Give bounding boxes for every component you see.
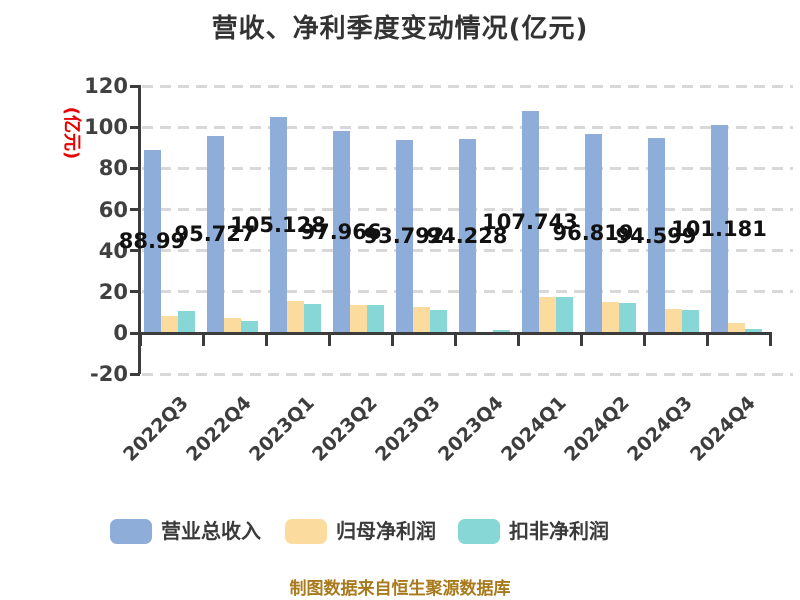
x-tick <box>580 333 583 346</box>
x-axis-label-text: 2024Q1 <box>497 392 572 466</box>
y-tick <box>130 125 140 129</box>
bar-value-label: 94.599 <box>615 223 697 248</box>
x-axis-label-text: 2024Q4 <box>686 392 761 466</box>
bar-total-revenue <box>710 124 728 333</box>
x-tick <box>202 333 205 346</box>
x-axis-label-text: 2022Q3 <box>119 392 194 466</box>
bar-total-revenue <box>458 139 476 333</box>
bar-non-gaap-net-profit <box>177 310 195 333</box>
bar-total-revenue <box>332 131 350 333</box>
x-axis-line <box>137 332 772 335</box>
bar-net-profit <box>349 305 367 333</box>
y-tick-label: 20 <box>98 279 128 304</box>
y-tick-label: 120 <box>84 74 128 98</box>
legend-swatch-net-profit <box>285 519 327 544</box>
legend-label: 扣非净利润 <box>509 519 609 543</box>
x-axis-label-text: 2023Q1 <box>245 392 320 466</box>
bar-value-label: 97.966 <box>300 220 382 245</box>
x-axis-label-text: 2023Q4 <box>434 392 509 466</box>
x-tick <box>391 333 394 346</box>
x-tick <box>643 333 646 346</box>
y-tick <box>130 249 140 253</box>
bar-non-gaap-net-profit <box>366 305 384 333</box>
y-tick-label: -20 <box>90 362 128 387</box>
bar-non-gaap-net-profit <box>303 303 321 333</box>
x-tick <box>328 333 331 346</box>
bar-total-revenue <box>269 116 287 333</box>
bar-total-revenue <box>584 133 602 333</box>
gridline--20 <box>142 372 793 376</box>
legend-swatch-total-revenue <box>110 519 152 544</box>
legend-label: 归母净利润 <box>336 519 436 543</box>
bar-net-profit <box>223 317 241 333</box>
bar-value-label: 96.819 <box>552 221 634 246</box>
legend-swatch-non-gaap-net-profit <box>458 519 500 544</box>
bar-net-profit <box>412 307 430 333</box>
bar-net-profit <box>601 301 619 333</box>
legend-label: 营业总收入 <box>161 519 261 543</box>
bar-value-label: 95.727 <box>174 222 256 247</box>
y-tick-label: 40 <box>98 238 128 263</box>
y-tick-label: 0 <box>113 321 128 345</box>
bar-net-profit <box>727 323 745 333</box>
y-tick <box>130 166 140 170</box>
bar-value-label: 93.792 <box>363 224 445 249</box>
bar-value-label: 107.743 <box>482 210 578 235</box>
bar-non-gaap-net-profit <box>492 330 510 333</box>
x-axis-label-text: 2024Q3 <box>623 392 698 466</box>
y-tick <box>130 84 140 88</box>
bar-non-gaap-net-profit <box>429 310 447 333</box>
bar-total-revenue <box>143 149 161 333</box>
x-tick <box>454 333 457 346</box>
bar-non-gaap-net-profit <box>555 297 573 333</box>
bar-value-label: 94.228 <box>426 224 508 249</box>
x-axis-label-text: 2022Q4 <box>182 392 257 466</box>
y-tick <box>130 208 140 211</box>
gridline-120 <box>142 84 793 88</box>
x-tick <box>265 333 268 346</box>
bar-total-revenue <box>206 135 224 333</box>
bar-non-gaap-net-profit <box>744 328 762 333</box>
bar-net-profit <box>664 309 682 333</box>
bar-value-label: 88.99 <box>118 229 186 254</box>
x-axis-label-text: 2023Q2 <box>308 392 383 466</box>
legend-item-net-profit[interactable]: 归母净利润 <box>285 519 436 544</box>
legend: 营业总收入 归母净利润 扣非净利润 <box>0 519 800 551</box>
y-axis-line <box>138 85 141 374</box>
chart-title: 营收、净利季度变动情况(亿元) <box>211 14 589 44</box>
x-axis-label-text: 2023Q3 <box>371 392 446 466</box>
y-tick-label: 80 <box>98 156 128 181</box>
y-tick <box>130 331 140 335</box>
x-axis-label-text: 2024Q2 <box>560 392 635 466</box>
bar-non-gaap-net-profit <box>681 309 699 333</box>
legend-item-total-revenue[interactable]: 营业总收入 <box>110 519 261 544</box>
y-tick-label: 100 <box>84 115 128 140</box>
x-tick <box>139 333 142 346</box>
y-tick <box>130 372 140 376</box>
bar-non-gaap-net-profit <box>240 320 258 333</box>
bar-total-revenue <box>647 138 665 333</box>
x-tick <box>706 333 709 346</box>
bar-total-revenue <box>521 111 539 333</box>
bar-net-profit <box>160 315 178 333</box>
bar-total-revenue <box>395 139 413 333</box>
gridline-100 <box>142 125 793 129</box>
x-tick <box>517 333 520 346</box>
legend-item-non-gaap-net-profit[interactable]: 扣非净利润 <box>458 519 609 544</box>
data-source-note: 制图数据来自恒生聚源数据库 <box>289 579 511 599</box>
bar-value-label: 101.181 <box>671 216 767 241</box>
bar-non-gaap-net-profit <box>618 302 636 333</box>
bar-value-label: 105.128 <box>230 212 326 237</box>
y-tick-label: 60 <box>98 197 128 222</box>
y-tick <box>130 290 140 294</box>
bar-net-profit <box>286 300 304 333</box>
x-tick <box>769 333 772 346</box>
bar-net-profit <box>538 296 556 333</box>
